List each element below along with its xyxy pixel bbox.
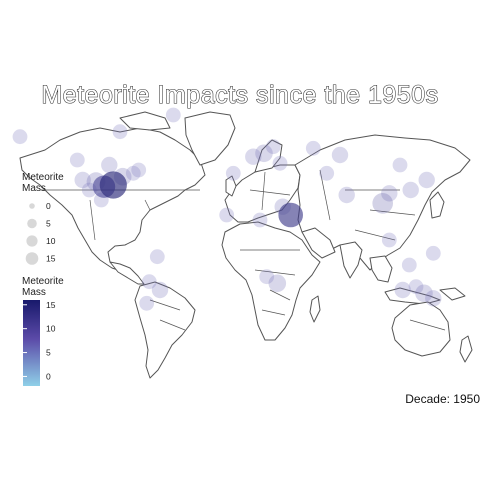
meteorite-point	[151, 281, 169, 299]
region-southeast-asia	[369, 255, 393, 283]
region-madagascar	[309, 295, 321, 323]
meteorite-point	[392, 157, 408, 173]
country-borders	[40, 169, 446, 331]
color-legend-label: 10	[46, 324, 56, 334]
region-india	[339, 241, 363, 279]
meteorite-point	[305, 140, 321, 156]
region-greenland	[184, 111, 236, 166]
meteorite-point	[125, 165, 141, 181]
region-arctic-islands	[119, 111, 171, 131]
meteorite-point	[425, 290, 442, 307]
world-map-land	[19, 111, 473, 379]
color-legend: Meteorite Mass 15 10 5 0	[22, 276, 64, 386]
meteorite-point	[372, 193, 394, 214]
meteorite-point	[99, 171, 127, 199]
continent-south-america	[134, 281, 196, 379]
meteorite-point	[331, 146, 349, 164]
meteorite-point	[415, 284, 433, 303]
region-indonesia	[384, 287, 441, 305]
meteorite-point	[219, 207, 235, 223]
meteorite-point	[265, 139, 281, 155]
meteorite-point	[69, 152, 85, 168]
color-legend-title-line1: Meteorite	[22, 276, 64, 287]
region-new-zealand	[459, 335, 473, 363]
color-legend-label: 5	[46, 348, 51, 358]
region-japan	[429, 191, 445, 219]
color-legend-label: 0	[46, 371, 51, 381]
meteorite-point	[381, 232, 397, 248]
size-legend-label: 10	[46, 236, 56, 246]
meteorite-point	[408, 279, 424, 295]
meteorite-point	[149, 249, 165, 265]
size-legend-key	[25, 252, 39, 265]
color-legend-bar	[23, 300, 40, 386]
region-arabia	[301, 227, 336, 259]
meteorite-point	[268, 274, 287, 293]
size-legend-key	[26, 235, 38, 247]
size-legend: Meteorite Mass 0 5 10 15	[22, 172, 64, 265]
meteorite-point	[259, 269, 275, 285]
meteorite-points	[12, 107, 442, 311]
meteorite-point	[425, 245, 441, 261]
meteorite-point	[131, 162, 147, 178]
map-title: Meteorite Impacts since the 1950s	[41, 81, 438, 109]
size-legend-label: 5	[46, 219, 51, 229]
continent-north-america	[19, 127, 206, 271]
continent-asia	[294, 134, 471, 271]
meteorite-point	[255, 144, 273, 163]
meteorite-point	[252, 212, 268, 228]
meteorite-point	[338, 186, 355, 204]
continent-australia	[391, 301, 451, 357]
decade-caption: Decade: 1950	[405, 392, 480, 406]
meteorite-point	[394, 281, 411, 299]
size-legend-title-line1: Meteorite	[22, 172, 64, 183]
meteorite-point	[141, 274, 157, 290]
size-legend-key	[27, 218, 37, 229]
color-legend-label: 15	[46, 300, 56, 310]
meteorite-point	[278, 202, 304, 228]
meteorite-point	[381, 185, 398, 202]
meteorite-point	[272, 155, 288, 171]
meteorite-point	[402, 181, 419, 199]
region-central-america	[109, 261, 145, 285]
meteorite-point	[245, 148, 262, 165]
meteorite-point	[139, 295, 155, 311]
meteorite-point	[165, 107, 181, 123]
meteorite-point	[74, 171, 91, 189]
meteorite-point	[12, 129, 28, 145]
size-legend-title-line2: Mass	[22, 183, 46, 194]
continent-africa	[221, 221, 321, 341]
size-legend-label: 0	[46, 201, 51, 211]
meteorite-point	[101, 156, 118, 174]
size-legend-key	[29, 203, 35, 209]
region-scandinavia	[254, 139, 283, 173]
region-new-guinea	[439, 287, 466, 301]
meteorite-point	[418, 171, 435, 189]
meteorite-point	[225, 165, 241, 181]
region-uk	[225, 175, 237, 197]
meteorite-point	[401, 257, 417, 273]
size-legend-label: 15	[46, 254, 56, 264]
meteorite-point	[112, 124, 128, 140]
color-legend-title-line2: Mass	[22, 287, 46, 298]
meteorite-point	[319, 165, 335, 181]
